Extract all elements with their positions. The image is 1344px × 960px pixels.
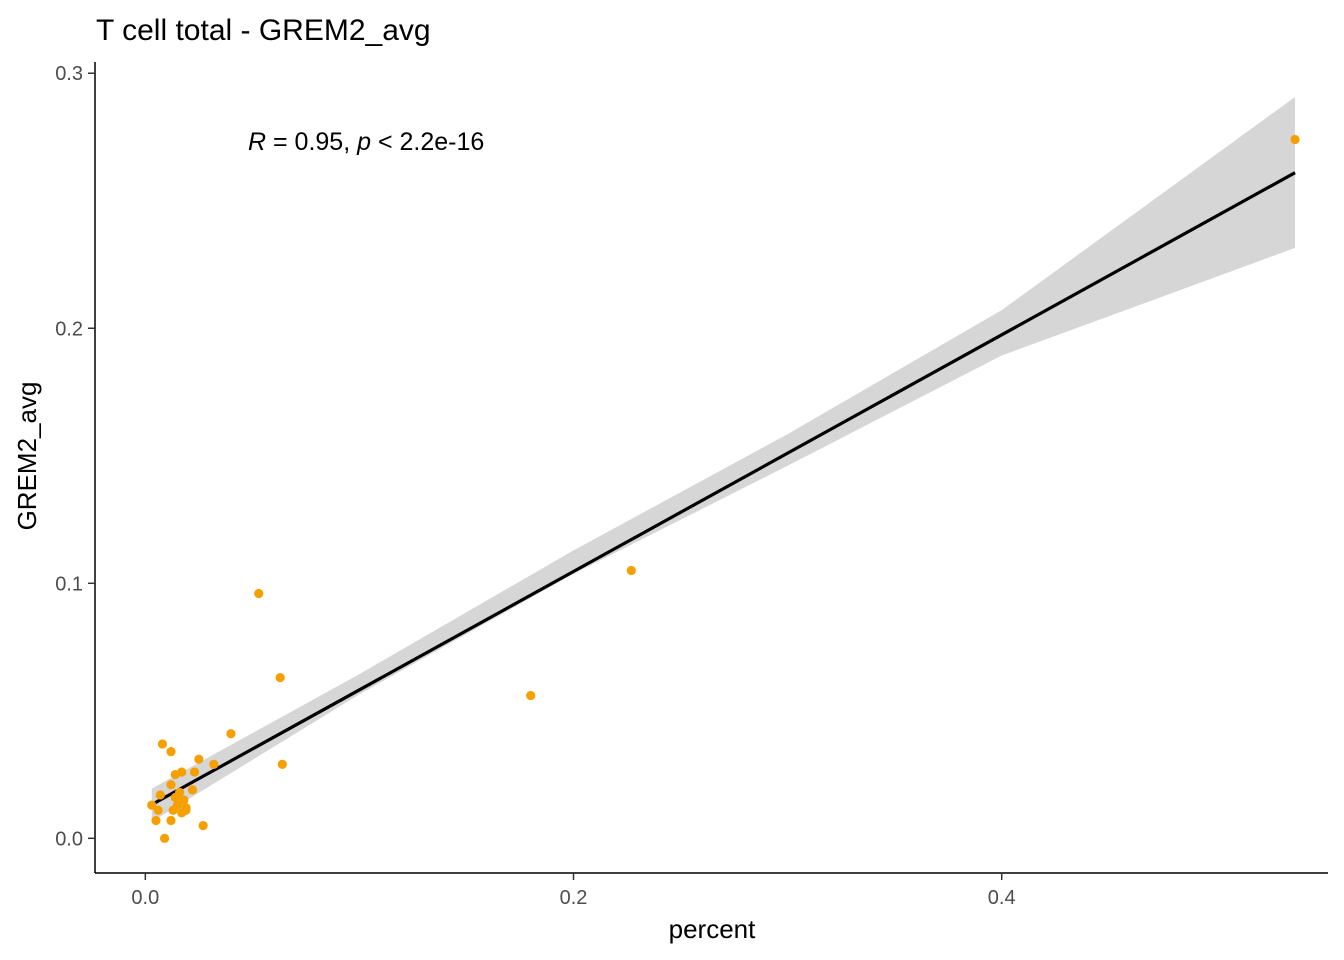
r-symbol: R [248, 128, 266, 156]
x-tick-label: 0.2 [560, 887, 588, 909]
x-tick-label: 0.4 [988, 887, 1016, 909]
data-point-24 [209, 759, 219, 769]
regression-line [150, 171, 1296, 807]
confidence-band [151, 96, 1296, 822]
data-point-29 [526, 690, 536, 701]
data-point-3 [153, 805, 163, 815]
data-point-4 [155, 790, 165, 800]
data-point-6 [159, 833, 170, 843]
r-value-text: = 0.95, [266, 128, 357, 156]
y-tick-label: 0.2 [55, 318, 83, 340]
y-axis-title: GREM2_avg [12, 382, 42, 531]
axes: 0.0 0.2 0.4 0.0 0.1 0.2 0.3 [55, 62, 1328, 909]
data-point-5 [157, 739, 168, 749]
data-point-7 [166, 815, 176, 826]
data-point-25 [226, 729, 236, 739]
data-points [147, 134, 1300, 843]
data-point-22 [194, 754, 204, 764]
data-point-17 [179, 795, 189, 805]
data-point-14 [174, 787, 185, 798]
data-point-20 [187, 785, 198, 795]
x-axis-ticks: 0.0 0.2 0.4 [131, 873, 1016, 909]
data-point-19 [181, 803, 191, 813]
p-value-text: < 2.2e-16 [371, 128, 484, 156]
data-point-9 [166, 747, 176, 757]
y-tick-label: 0.1 [55, 573, 83, 595]
plot-area [147, 96, 1300, 843]
x-tick-label: 0.0 [131, 887, 159, 909]
correlation-annotation: R = 0.95, p < 2.2e-16 [248, 128, 484, 156]
y-axis-ticks: 0.0 0.1 0.2 0.3 [55, 63, 95, 850]
data-point-2 [151, 815, 161, 826]
data-point-23 [198, 820, 208, 831]
chart-title: T cell total - GREM2_avg [96, 14, 431, 47]
data-point-16 [177, 767, 187, 777]
data-point-30 [626, 565, 636, 576]
y-tick-label: 0.3 [55, 63, 83, 85]
data-point-1 [147, 800, 157, 810]
data-point-28 [277, 759, 287, 769]
x-axis-title: percent [669, 914, 756, 944]
data-point-21 [189, 767, 200, 777]
data-point-13 [172, 800, 183, 810]
data-point-8 [166, 780, 176, 790]
data-point-31 [1290, 134, 1300, 145]
y-tick-label: 0.0 [55, 828, 83, 850]
data-point-26 [254, 588, 264, 599]
p-symbol: p [356, 128, 371, 156]
data-point-27 [275, 673, 285, 683]
